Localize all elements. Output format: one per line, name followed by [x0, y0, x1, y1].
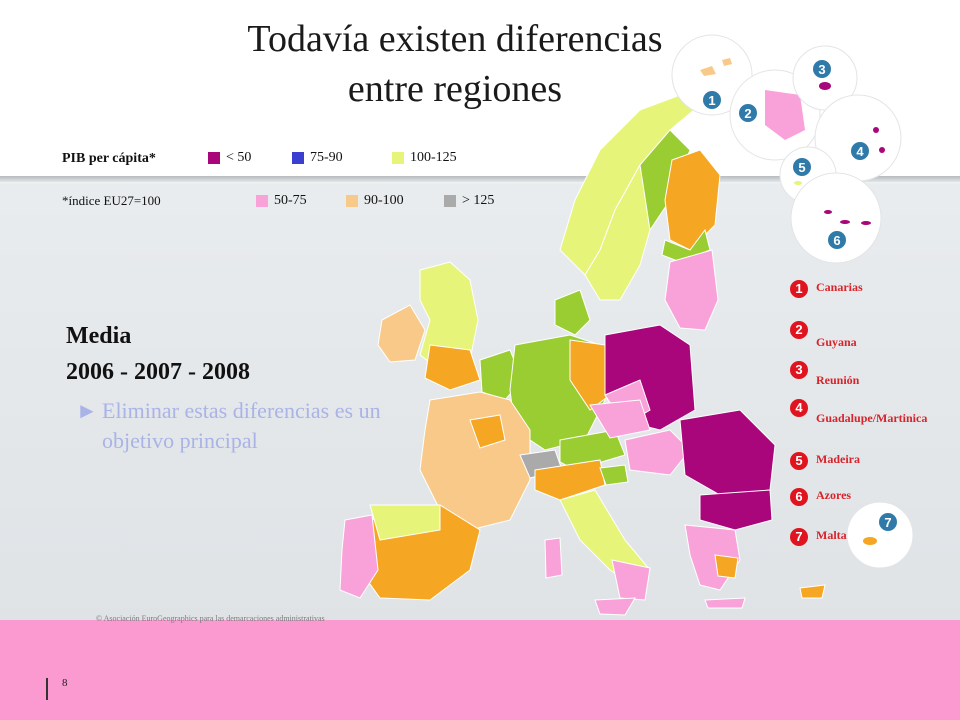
region-label: Guadalupe/Martinica	[816, 411, 928, 425]
inset-number-3: 3	[818, 62, 825, 77]
legend-item: < 50	[208, 150, 251, 166]
map-region-uk-south	[424, 344, 481, 391]
inset-malta: 7	[846, 501, 914, 569]
inset-number-1: 1	[708, 93, 715, 108]
map-region-finland	[664, 149, 721, 251]
legend-label: 50-75	[274, 193, 307, 208]
legend-item: 90-100	[346, 193, 404, 209]
region-label: Madeira	[816, 452, 860, 466]
legend-item: 100-125	[392, 150, 457, 166]
region-key-item: 3 Reunión	[790, 361, 935, 388]
map-region-denmark	[554, 289, 591, 336]
region-label: Guyana	[816, 335, 857, 349]
map-region-portugal	[339, 514, 379, 599]
legend-swatch	[346, 195, 358, 207]
region-number-badge: 6	[790, 488, 808, 506]
region-key-item: 7 Malta	[790, 528, 935, 546]
footer-divider	[46, 678, 48, 700]
map-region-italy-south	[611, 559, 651, 601]
legend-swatch	[392, 152, 404, 164]
region-number-badge: 3	[790, 361, 808, 379]
inset-number-5: 5	[798, 160, 805, 175]
map-region-greece-attica	[714, 554, 739, 579]
map-region-sardinia	[544, 537, 563, 579]
region-key-item: 2 Guyana	[790, 321, 935, 350]
page-number: 8	[62, 677, 68, 689]
region-number-badge: 7	[790, 528, 808, 546]
objective-bullet: ► Eliminar estas diferencias es un objet…	[76, 396, 396, 456]
map-region-germany-east	[569, 339, 611, 411]
region-label: Reunión	[816, 373, 860, 387]
inset-number-4: 4	[856, 144, 864, 159]
legend-label: 75-90	[310, 150, 343, 165]
map-region-baltics	[664, 249, 719, 331]
map-region-sicily	[594, 597, 636, 616]
copyright-note: © Asociación EuroGeographics para las de…	[96, 614, 325, 623]
inset-number-7: 7	[884, 515, 891, 530]
map-region-france-paris	[469, 414, 506, 449]
region-label: Azores	[816, 488, 852, 502]
legend-label: 100-125	[410, 150, 457, 165]
region-number-badge: 1	[790, 280, 808, 298]
inset-guadalupe: 4	[814, 94, 902, 182]
map-region-romania	[679, 409, 776, 496]
map-region-italy-north	[534, 459, 606, 501]
objective-text: Eliminar estas diferencias es un objetiv…	[102, 398, 381, 453]
media-heading: Media	[66, 323, 132, 349]
map-region-czech	[589, 399, 651, 439]
legend-label: 90-100	[364, 193, 404, 208]
region-number-badge: 5	[790, 452, 808, 470]
legend-item: 50-75	[256, 193, 307, 209]
legend-heading: PIB per cápita*	[62, 151, 156, 166]
inset-azores: 6	[790, 172, 882, 264]
inset-canarias: 1	[671, 34, 753, 116]
legend-swatch	[292, 152, 304, 164]
arrow-bullet-icon: ►	[76, 398, 98, 423]
legend-swatch	[444, 195, 456, 207]
legend-swatch	[208, 152, 220, 164]
europe-map: 1 2 3 4 5 6 7	[339, 34, 914, 616]
legend-item: 75-90	[292, 150, 343, 166]
region-key-item: 4 Guadalupe/Martinica	[790, 399, 930, 426]
legend-label: > 125	[462, 193, 495, 208]
legend-note: *índice EU27=100	[62, 193, 161, 208]
map-region-ireland	[377, 304, 426, 363]
inset-number-2: 2	[744, 106, 751, 121]
media-block: Media 2006 - 2007 - 2008	[66, 318, 250, 390]
title-line-1: Todavía existen diferencias	[247, 18, 663, 60]
map-region-hungary	[624, 429, 691, 476]
region-label: Canarias	[816, 280, 863, 294]
media-years: 2006 - 2007 - 2008	[66, 359, 250, 385]
map-region-cyprus	[799, 584, 826, 599]
map-region-crete	[704, 597, 746, 609]
inset-number-6: 6	[833, 233, 840, 248]
region-key-item: 1 Canarias	[790, 280, 935, 298]
region-key-item: 6 Azores	[790, 488, 935, 506]
map-region-bulgaria	[699, 489, 773, 531]
footer-band	[0, 620, 960, 720]
title-line-2: entre regiones	[347, 68, 563, 110]
legend-label: < 50	[226, 150, 252, 165]
region-label: Malta	[816, 528, 847, 542]
region-key-item: 5 Madeira	[790, 452, 935, 470]
region-number-badge: 4	[790, 399, 808, 417]
map-region-spain-north	[369, 504, 441, 541]
legend-swatch	[256, 195, 268, 207]
region-number-badge: 2	[790, 321, 808, 339]
divider-line	[0, 176, 960, 182]
map-region-slovenia	[599, 464, 629, 486]
page-title: Todavía existen diferencias entre region…	[170, 14, 740, 114]
legend-item: > 125	[444, 193, 494, 209]
